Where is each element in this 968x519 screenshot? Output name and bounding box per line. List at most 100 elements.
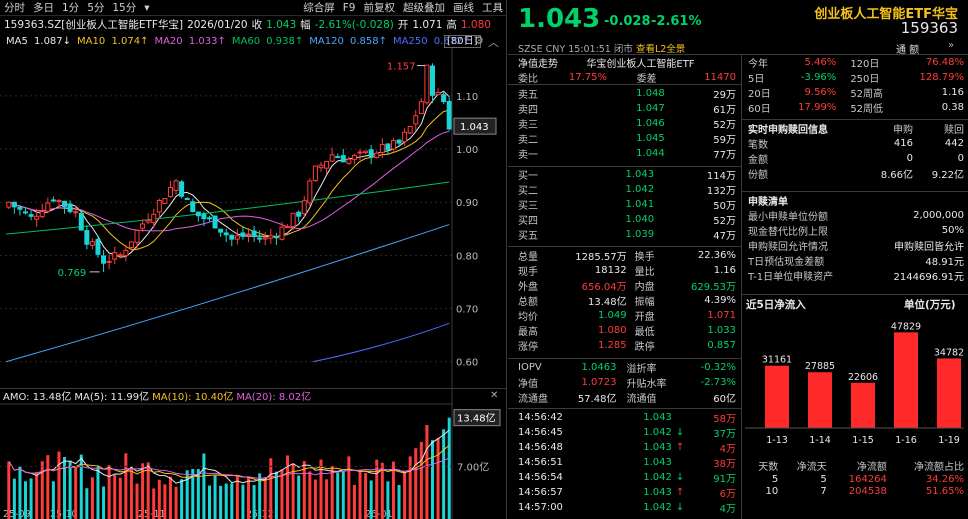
- volume-bar: [308, 471, 312, 519]
- volume-bar: [280, 469, 284, 519]
- candle-body: [156, 200, 162, 213]
- ma5-label: MA5 1.087↓: [6, 35, 72, 47]
- nav-row[interactable]: 净值走势 华宝创业板人工智能ETF: [518, 59, 695, 70]
- candle-body: [435, 92, 441, 96]
- volume-bar: [46, 455, 50, 519]
- flow-days: 5: [771, 473, 779, 485]
- candle-body: [441, 94, 447, 103]
- stat-value: 18132: [594, 265, 627, 276]
- sr-value: 9.22亿: [931, 170, 964, 181]
- bid-row[interactable]: 买五 1.039 47万: [516, 227, 738, 242]
- l2-link[interactable]: 查看L2全景: [635, 44, 686, 55]
- tab-multiday[interactable]: 多日: [33, 2, 54, 14]
- ma250-line: [312, 322, 450, 363]
- bid-row[interactable]: 买二 1.042 132万: [516, 182, 738, 197]
- sl-label: T-1日单位申赎资产: [748, 272, 834, 283]
- ask-row[interactable]: 卖二 1.045 59万: [516, 131, 738, 146]
- volume-bar: [358, 470, 362, 519]
- candle-body: [407, 126, 413, 134]
- subscribe-redeem-table: 实时申购赎回信息 申购 赎回 笔数 416 442 金额 0 0 份额 8.66亿 9.22亿: [746, 121, 966, 181]
- ask-row[interactable]: 卖四 1.047 61万: [516, 101, 738, 116]
- candle-body: [145, 219, 151, 223]
- tab-1min[interactable]: 1分: [62, 2, 80, 14]
- stat-value: 22.36%: [697, 250, 736, 261]
- sr-value: 416: [893, 138, 914, 149]
- stat-row: 外盘 656.04万 内盘 629.53万: [516, 278, 738, 293]
- draw-button[interactable]: 画线: [453, 2, 474, 14]
- volume-bar: [18, 466, 22, 519]
- subscription-list: 申赎清单 最小申赎单位份额 2,000,000 现金替代比例上限 50% 申购赎回允许情况…: [746, 193, 966, 283]
- fund-name: 创业板人工智能ETF华宝: [814, 7, 958, 22]
- tab-15min[interactable]: 15分: [112, 2, 137, 14]
- overlay-button[interactable]: 超级叠加: [403, 2, 445, 14]
- range-button[interactable]: [80日]: [444, 35, 481, 48]
- bid-row[interactable]: 买四 1.040 52万: [516, 212, 738, 227]
- volume-bar: [191, 468, 195, 519]
- inflow-bar-date: 1-15: [852, 435, 874, 446]
- volume-bar: [369, 480, 373, 519]
- inflow-bar-value: 27885: [805, 361, 835, 372]
- period-dropdown-icon[interactable]: ▾: [144, 1, 150, 14]
- volume-bar: [297, 475, 301, 519]
- candle-body: [402, 131, 408, 143]
- volume-bar: [269, 458, 273, 519]
- ask-row[interactable]: 卖一 1.044 77万: [516, 146, 738, 161]
- candle-body: [117, 254, 123, 257]
- candle-body: [379, 144, 385, 153]
- ask-levels: 卖五 1.048 29万 卖四 1.047 61万 卖三 1.046 52万 卖二 1.045 59万…: [516, 86, 738, 161]
- volume-bar: [29, 478, 33, 519]
- vol-ma10-line: [8, 445, 450, 482]
- volume-bar: [168, 476, 172, 519]
- candle-body: [101, 255, 107, 264]
- level-volume: 114万: [706, 171, 736, 182]
- tick-list: 14:56:42 1.043 58万 14:56:45 1.042 ↓ 37万 14:56:4…: [516, 410, 738, 515]
- amo-ma10: MA(10): 10.40亿: [152, 392, 234, 403]
- volume-bar: [63, 457, 67, 519]
- candle-body: [17, 206, 23, 210]
- collapse-icon[interactable]: ︿: [488, 36, 499, 49]
- sl-label: 申购赎回允许情况: [748, 242, 828, 253]
- ask-row[interactable]: 卖五 1.048 29万: [516, 86, 738, 101]
- candle-body: [312, 165, 318, 182]
- sr-col: 申购: [893, 125, 914, 136]
- kline-chart[interactable]: 1.10 1.00 0.90 0.80 0.70 0.60 1.043 1.157 0.769 2…: [0, 48, 507, 519]
- adjust-button[interactable]: 前复权: [363, 2, 396, 14]
- tick-arrow-icon: ↑: [675, 487, 685, 498]
- candle-body: [67, 203, 73, 213]
- last-price-box: [453, 117, 497, 135]
- bid-row[interactable]: 买三 1.041 50万: [516, 197, 738, 212]
- tick-price: 1.043: [643, 457, 672, 468]
- inflow-bar: [937, 358, 961, 428]
- volume-bar: [12, 478, 16, 519]
- bid-row[interactable]: 买一 1.043 114万: [516, 167, 738, 182]
- tick-arrow-icon: ↓: [675, 502, 685, 513]
- y-tick-label: 0.60: [456, 358, 478, 369]
- ask-row[interactable]: 卖三 1.046 52万: [516, 116, 738, 131]
- more-icon[interactable]: »: [948, 40, 955, 51]
- candle-body: [212, 215, 218, 229]
- candle-body: [190, 201, 196, 213]
- f9-button[interactable]: F9: [342, 1, 356, 14]
- tick-price: 1.043: [643, 487, 672, 498]
- combined-screen-button[interactable]: 综合屏: [303, 2, 335, 14]
- amo-legend: AMO: 13.48亿 MA(5): 11.99亿 MA(10): 10.40亿…: [0, 388, 507, 403]
- candle-body: [28, 214, 34, 217]
- tab-5min[interactable]: 5分: [87, 2, 105, 14]
- volume-bar: [425, 425, 429, 519]
- close-indicator-icon[interactable]: ✕: [490, 390, 499, 401]
- candle-body: [429, 65, 435, 96]
- volume-bar: [230, 483, 234, 519]
- tools-button[interactable]: 工具: [482, 2, 503, 14]
- flow-row: 5 5 164264 34.26%: [746, 473, 966, 486]
- volume-bar: [286, 455, 290, 519]
- tab-intraday[interactable]: 分时: [4, 2, 25, 14]
- settings-gear-icon[interactable]: ⚙: [474, 34, 484, 47]
- level-volume: 132万: [706, 186, 736, 197]
- candle-body: [374, 152, 380, 158]
- tick-price: 1.043: [643, 442, 672, 453]
- sr-value: 0: [906, 153, 914, 164]
- candle-body: [45, 202, 51, 212]
- sl-row: T-1日单位申赎资产 2144696.91元: [746, 268, 966, 283]
- perf-label: 20日: [748, 89, 771, 100]
- tick-time: 14:56:42: [518, 412, 563, 423]
